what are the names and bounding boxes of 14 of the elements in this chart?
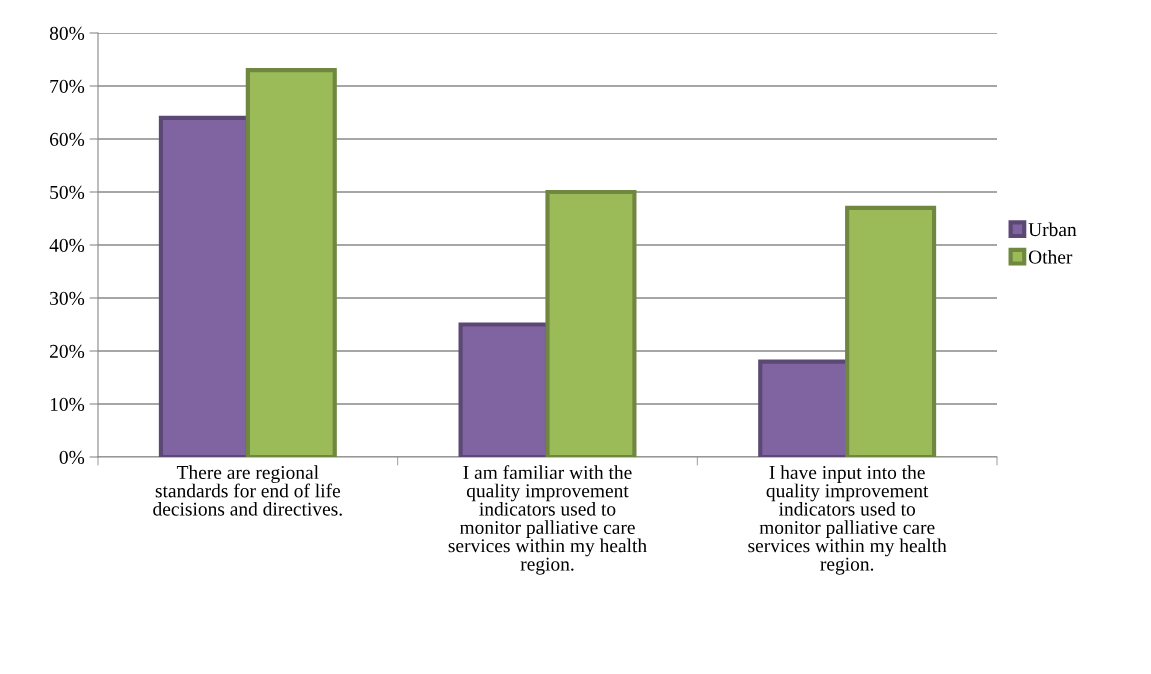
y-tick-label: 50%	[50, 185, 85, 199]
y-tick-label: 60%	[50, 132, 85, 146]
y-tick-label: 80%	[49, 26, 85, 40]
y-tick-label: 10%	[50, 397, 85, 411]
y-tick-label: 70%	[50, 79, 85, 93]
legend-label: Urban	[1028, 222, 1077, 237]
y-tick-label: 0%	[59, 450, 85, 464]
y-tick-label: 30%	[50, 291, 85, 305]
y-tick-label: 40%	[49, 238, 85, 252]
x-tick-label: I have input into the quality improvement indicators used to monitor palliative care services within my health region.	[748, 465, 947, 575]
legend-label: Other	[1028, 249, 1073, 264]
y-tick-label: 20%	[50, 344, 85, 358]
x-tick-label: There are regional standards for end of life decisions and directives.	[153, 465, 342, 516]
x-tick-label: I am familiar with the quality improvement indicators used to monitor palliative care services within my health region.	[448, 465, 647, 575]
